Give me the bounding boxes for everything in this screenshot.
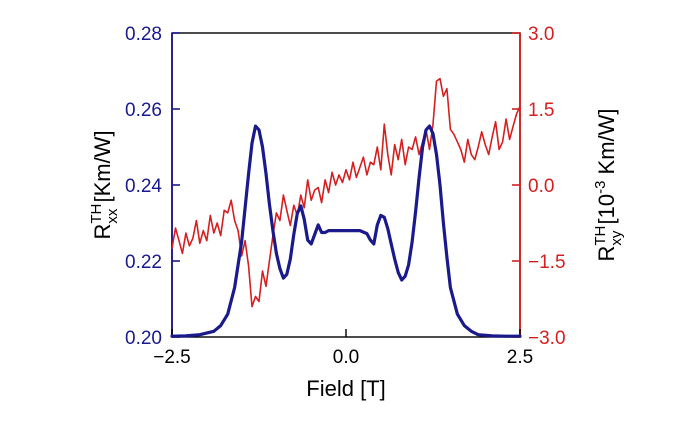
left-tick-label: 0.22 bbox=[125, 252, 162, 273]
left-axis-title-sub: xx bbox=[104, 208, 121, 224]
x-tick-label: −2.5 bbox=[153, 347, 191, 368]
right-tick-label: −3.0 bbox=[528, 328, 566, 349]
left-tick-label: 0.20 bbox=[125, 328, 162, 349]
series bbox=[170, 77, 522, 338]
right-axis-title-sup: TH bbox=[592, 226, 609, 246]
right-tick-label: 3.0 bbox=[528, 24, 554, 45]
left-tick-label: 0.26 bbox=[125, 100, 162, 121]
right-axis-title-unit-pre: [10 bbox=[594, 194, 619, 231]
left-axis-title-unit: [Km/W] bbox=[90, 130, 115, 208]
left-tick-label: 0.24 bbox=[125, 176, 162, 197]
right-axis-title: RTHxy [10-3 Km/W] bbox=[592, 108, 625, 261]
series-line-rxy bbox=[171, 77, 521, 308]
x-axis-title: Field [T] bbox=[306, 376, 385, 401]
x-tick-label: 2.5 bbox=[507, 347, 533, 368]
left-axis-title-sup: TH bbox=[88, 204, 105, 224]
right-axis-title-unit-post: Km/W] bbox=[594, 108, 619, 180]
left-axis-title-base: R bbox=[90, 224, 115, 240]
left-axis-title: RTHxx [Km/W] bbox=[88, 130, 121, 239]
x-tick-label: 0.0 bbox=[333, 347, 359, 368]
right-axis-title-base: R bbox=[594, 246, 619, 262]
ticks bbox=[171, 32, 521, 338]
right-tick-label: −1.5 bbox=[528, 252, 566, 273]
plot-frame bbox=[171, 32, 521, 338]
tick-labels: 0.20 0.22 0.24 0.26 0.28 −3.0 −1.5 0.0 1.5 3.0 −2.… bbox=[125, 24, 566, 368]
right-axis-title-sub: xy bbox=[608, 230, 625, 246]
right-axis-title-unit-exp: -3 bbox=[592, 181, 609, 194]
series-line-rxx bbox=[170, 124, 522, 338]
left-tick-label: 0.28 bbox=[125, 24, 162, 45]
right-tick-label: 0.0 bbox=[528, 176, 554, 197]
right-tick-label: 1.5 bbox=[528, 100, 554, 121]
